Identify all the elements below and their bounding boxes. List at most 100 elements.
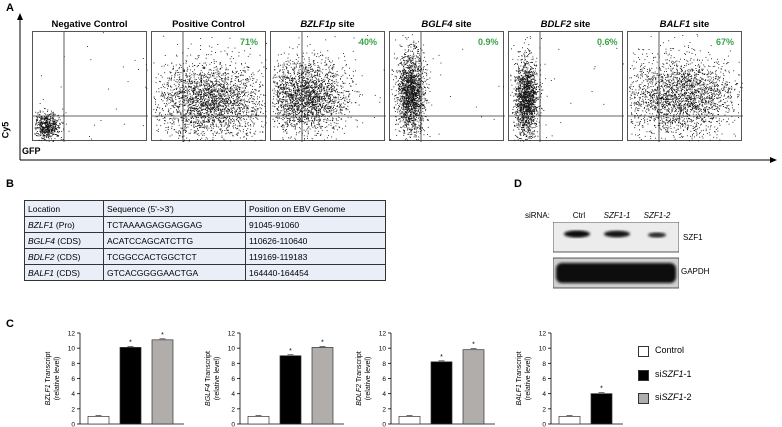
- bar: [558, 416, 581, 425]
- y-axis-label: BGLF4 Transcript (relative level): [205, 351, 221, 406]
- y-tick-label: 2: [542, 406, 546, 413]
- flow-percent-label: 71%: [240, 37, 259, 47]
- legend-label: Control: [655, 345, 685, 355]
- flow-percent-label: 40%: [359, 37, 378, 47]
- flow-plot-title: BDLF2 site: [540, 19, 591, 30]
- y-tick-label: 0: [542, 422, 546, 427]
- lane-label-szf1-2: SZF1-2: [643, 211, 671, 220]
- panel-letter-b: B: [6, 178, 14, 190]
- flow-plot-title: Negative Control: [51, 19, 128, 30]
- y-tick-label: 2: [231, 406, 235, 413]
- significance-marker: *: [289, 348, 292, 355]
- table-row: BZLF1 (Pro) TCTAAAAGAGGAGGAG 91045-91060: [24, 216, 386, 233]
- flow-scatter: [33, 32, 148, 142]
- flow-plot-title: BGLF4 site: [421, 19, 472, 30]
- y-tick-label: 8: [231, 361, 235, 368]
- panel-letter-a: A: [6, 2, 14, 14]
- bar-chart: 0 2 4 6 8 10 12 BGLF4 Transcript (relative level…: [205, 331, 344, 427]
- row-position: 91045-91060: [245, 216, 386, 233]
- bar-chart: 0 2 4 6 8 10 12 BZLF1 Transcript (relative level…: [45, 331, 184, 427]
- bar: [462, 349, 485, 425]
- flow-percent-label: 67%: [716, 37, 735, 47]
- y-tick-label: 6: [382, 376, 386, 383]
- flow-plot: [627, 31, 743, 142]
- row-location: BGLF4 (CDS): [24, 232, 104, 249]
- bar: [590, 393, 613, 425]
- panel-letter-c: C: [6, 318, 14, 330]
- y-tick-label: 4: [542, 391, 546, 398]
- flow-plot: [389, 31, 505, 142]
- table-row: BDLF2 (CDS) TCGGCCACTGGCTCT 119169-11918…: [24, 248, 386, 265]
- table-row: BGLF4 (CDS) ACATCCAGCATCTTG 110626-11064…: [24, 232, 386, 249]
- bar: [87, 416, 110, 425]
- y-tick-label: 4: [382, 391, 386, 398]
- y-tick-label: 8: [71, 361, 75, 368]
- row-location: BZLF1 (Pro): [24, 216, 104, 233]
- flow-percent-label: 0.9%: [478, 37, 499, 47]
- flow-percent-label: 0.6%: [597, 37, 618, 47]
- flow-plot-title: Positive Control: [172, 19, 245, 30]
- blot-image: [553, 222, 679, 289]
- y-tick-label: 8: [542, 361, 546, 368]
- flow-plot-title: BALF1 site: [659, 19, 710, 30]
- significance-marker: *: [321, 339, 324, 346]
- bar: [430, 361, 453, 425]
- legend-label: siSZF1-2: [655, 392, 692, 402]
- row-location: BDLF2 (CDS): [24, 248, 104, 265]
- flow-plot: [508, 31, 624, 142]
- y-axis-label: BZLF1 Transcript (relative level): [45, 352, 61, 406]
- flow-scatter: [509, 32, 624, 142]
- legend-label: siSZF1-1: [655, 369, 692, 379]
- legend-swatch: [638, 370, 649, 381]
- table-row: BALF1 (CDS) GTCACGGGGAACTGA 164440-16445…: [24, 264, 386, 281]
- band-label-gapdh: GAPDH: [681, 267, 710, 276]
- significance-marker: *: [472, 342, 475, 349]
- flow-plot: [32, 31, 148, 142]
- y-tick-label: 6: [71, 376, 75, 383]
- bar: [279, 355, 302, 425]
- flow-scatter: [271, 32, 386, 142]
- y-axis-label: BDLF2 Transcript (relative level): [356, 351, 372, 406]
- y-tick-label: 4: [71, 391, 75, 398]
- y-tick-label: 4: [231, 391, 235, 398]
- significance-marker: *: [440, 354, 443, 361]
- y-tick-label: 10: [68, 346, 76, 353]
- y-tick-label: 12: [68, 331, 76, 338]
- flow-plot: [151, 31, 267, 142]
- y-tick-label: 10: [379, 346, 387, 353]
- bar: [119, 347, 142, 425]
- row-sequence: GTCACGGGGAACTGA: [103, 264, 246, 281]
- flow-scatter: [390, 32, 505, 142]
- y-tick-label: 6: [231, 376, 235, 383]
- row-location: BALF1 (CDS): [24, 264, 104, 281]
- y-tick-label: 2: [71, 406, 75, 413]
- flow-scatter: [152, 32, 267, 142]
- legend-swatch: [638, 393, 649, 404]
- y-tick-label: 0: [71, 422, 75, 427]
- y-tick-label: 0: [382, 422, 386, 427]
- header-position: Position on EBV Genome: [245, 200, 386, 217]
- row-position: 164440-164454: [245, 264, 386, 281]
- lane-label-ctrl: Ctrl: [572, 211, 586, 220]
- bar-chart: 0 2 4 6 8 10 12 BALF1 Transcript (relative level…: [516, 331, 623, 427]
- y-tick-label: 12: [228, 331, 236, 338]
- bar: [247, 416, 270, 425]
- y-tick-label: 12: [379, 331, 387, 338]
- flow-plot-title: BZLF1p site: [300, 19, 355, 30]
- flow-axes-arrows: [17, 13, 777, 163]
- sirna-label: siRNA:: [525, 211, 550, 220]
- flow-scatter: [628, 32, 743, 142]
- y-tick-label: 6: [542, 376, 546, 383]
- y-tick-label: 10: [539, 346, 547, 353]
- panel-letter-d: D: [514, 178, 522, 190]
- legend-swatch: [638, 346, 649, 357]
- significance-marker: *: [161, 332, 164, 339]
- y-tick-label: 8: [382, 361, 386, 368]
- target-sequence-table: Location Sequence (5'->3') Position on E…: [24, 200, 386, 281]
- significance-marker: *: [129, 339, 132, 346]
- bar: [398, 416, 421, 425]
- y-tick-label: 2: [382, 406, 386, 413]
- bar: [151, 339, 174, 425]
